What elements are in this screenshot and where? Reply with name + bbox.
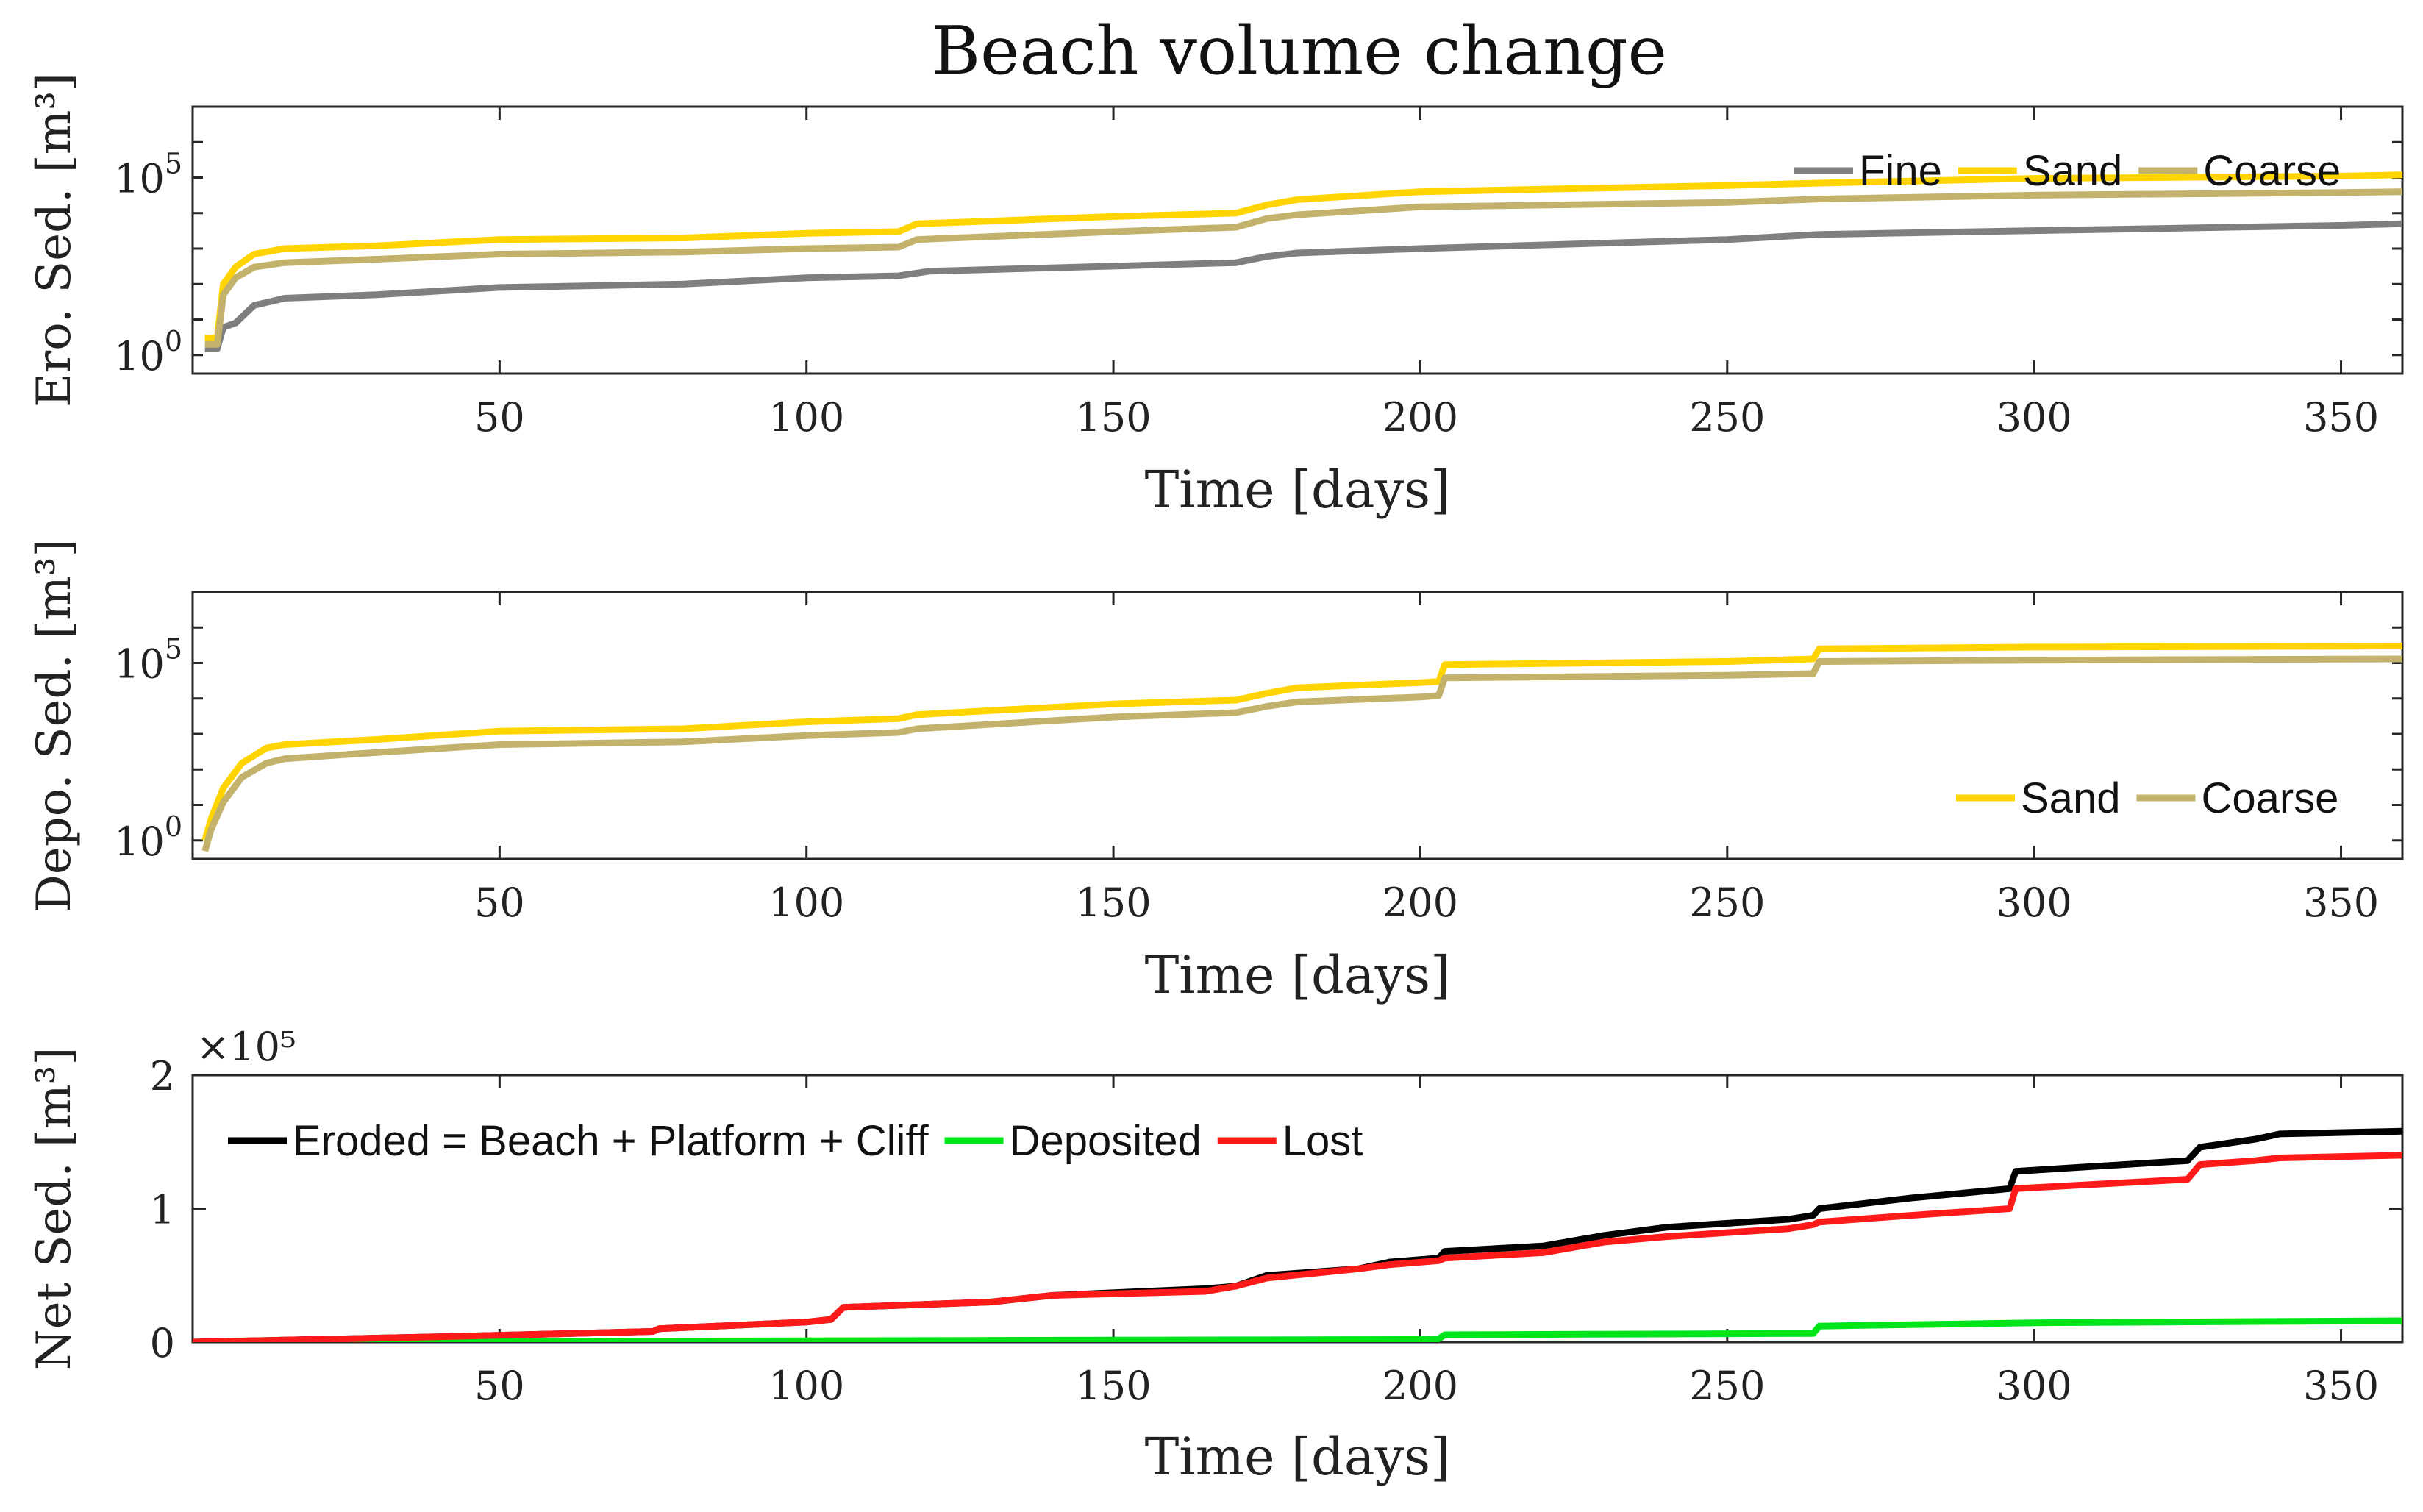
x-tick-label: 300 xyxy=(1996,1363,2072,1409)
series-group xyxy=(204,171,2402,352)
series-line-sand xyxy=(201,643,2402,842)
legend-label-deposited: Deposited xyxy=(1010,1117,1202,1165)
legend-label-coarse: Coarse xyxy=(2203,147,2341,195)
legend-label-sand: Sand xyxy=(2023,147,2122,195)
legend: Eroded = Beach + Platform + Cliff Deposit… xyxy=(228,1117,1363,1165)
x-axis-label: Time [days] xyxy=(1145,1427,1451,1487)
y-tick-label: 105 xyxy=(114,633,182,688)
y-tick-label: 105 xyxy=(114,148,182,202)
y-axis-label: Net Sed. [m³] xyxy=(27,1047,82,1371)
x-tick-label: 50 xyxy=(474,1363,525,1409)
x-tick-label: 200 xyxy=(1382,880,1458,926)
x-tick-label: 150 xyxy=(1076,394,1152,441)
x-tick-label: 350 xyxy=(2303,880,2379,926)
x-tick-label: 50 xyxy=(474,880,525,926)
y-tick-label: 0 xyxy=(150,1320,175,1366)
legend-label-lost: Lost xyxy=(1282,1117,1363,1165)
axes-frame xyxy=(191,1074,2404,1344)
x-tick-label: 150 xyxy=(1076,1363,1152,1409)
y-tick-label: 1 xyxy=(150,1187,175,1233)
figure-title: Beach volume change xyxy=(932,13,1667,90)
net-panel: 50 100 150 200 250 300 350 0 1 2 ×10⁵ Time [days] Ne… xyxy=(27,1024,2404,1487)
x-tick-label: 250 xyxy=(1689,880,1765,926)
x-tick-label: 300 xyxy=(1996,394,2072,441)
y-axis-label: Depo. Sed. [m³] xyxy=(27,539,82,913)
series-line-coarse xyxy=(204,188,2402,348)
axes-frame xyxy=(191,591,2404,860)
erosion-panel: 50 100 150 200 250 300 350 100 105 Time [days] Ero… xyxy=(27,73,2404,520)
deposition-panel: 50 100 150 200 250 300 350 100 105 Time [days] Dep… xyxy=(27,539,2404,1005)
x-tick-label: 100 xyxy=(768,394,844,441)
legend-label-fine: Fine xyxy=(1859,147,1942,195)
x-tick-label: 100 xyxy=(768,880,844,926)
series-group xyxy=(201,643,2402,852)
x-axis-label: Time [days] xyxy=(1145,945,1451,1005)
series-line-coarse xyxy=(201,655,2402,852)
x-tick-label: 350 xyxy=(2303,1363,2379,1409)
x-tick-label: 250 xyxy=(1689,1363,1765,1409)
series-line-lost xyxy=(193,1152,2402,1342)
series-line-fine xyxy=(204,220,2402,352)
x-tick-label: 250 xyxy=(1689,394,1765,441)
legend: Sand Coarse xyxy=(1956,774,2338,822)
x-tick-label: 200 xyxy=(1382,1363,1458,1409)
x-tick-label: 100 xyxy=(768,1363,844,1409)
y-tick-label: 100 xyxy=(114,810,182,865)
legend-label-coarse: Coarse xyxy=(2201,774,2338,822)
series-line-deposited xyxy=(193,1317,2402,1342)
x-tick-label: 50 xyxy=(474,394,525,441)
legend: Fine Sand Coarse xyxy=(1794,147,2341,195)
series-line-sand xyxy=(204,171,2402,342)
y-axis-label: Ero. Sed. [m³] xyxy=(27,73,82,407)
legend-label-eroded-beach-platform-cliff: Eroded = Beach + Platform + Cliff xyxy=(293,1117,929,1165)
y-multiplier-label: ×10⁵ xyxy=(196,1024,296,1070)
legend-label-sand: Sand xyxy=(2021,774,2120,822)
x-tick-label: 300 xyxy=(1996,880,2072,926)
x-tick-label: 150 xyxy=(1076,880,1152,926)
axes-frame xyxy=(191,105,2404,375)
x-tick-label: 350 xyxy=(2303,394,2379,441)
series-group xyxy=(193,1127,2402,1342)
x-axis-label: Time [days] xyxy=(1145,460,1451,520)
y-tick-label: 2 xyxy=(150,1053,175,1099)
x-tick-label: 200 xyxy=(1382,394,1458,441)
y-tick-label: 100 xyxy=(114,325,182,379)
